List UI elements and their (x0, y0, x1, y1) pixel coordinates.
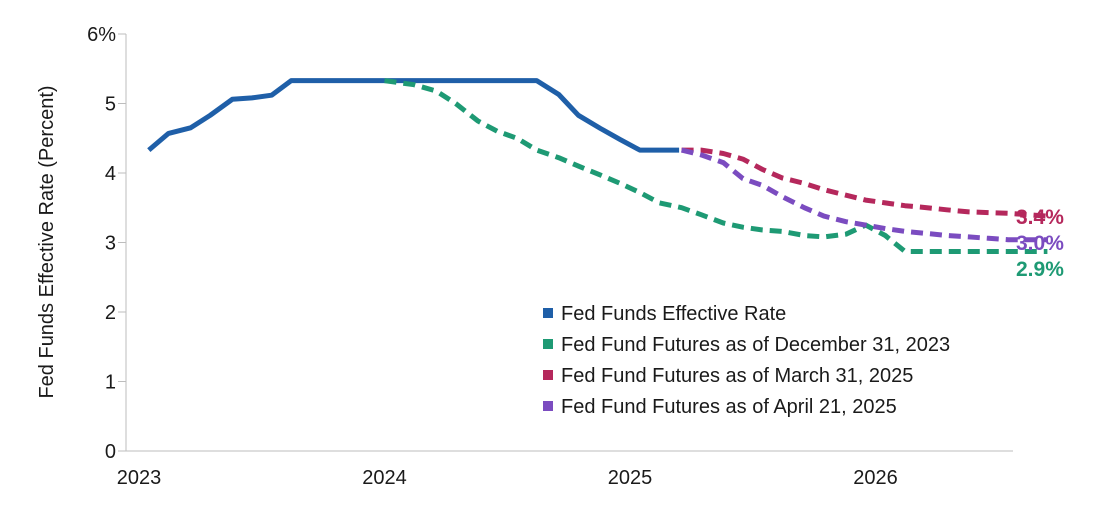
end-label-fed-fund-futures-as-of-december-31-2023: 2.9% (1016, 258, 1064, 281)
y-tick-label: 4 (105, 163, 116, 185)
x-tick-label: 2026 (853, 467, 898, 489)
y-tick-label: 5 (105, 94, 116, 116)
plot-lines (147, 78, 1048, 254)
legend-label-fed-fund-futures-as-of-april-21-2025: Fed Fund Futures as of April 21, 2025 (561, 396, 897, 418)
y-tick-label: 1 (105, 372, 116, 394)
end-labels: 3.4% 3.0% 2.9% (1016, 206, 1064, 281)
legend-label-fed-fund-futures-as-of-march-31-2025: Fed Fund Futures as of March 31, 2025 (561, 365, 913, 387)
series-line-fed-fund-futures-as-of-march-31-2025 (681, 147, 1048, 219)
y-tick-label: 6% (87, 24, 116, 46)
legend-label-fed-fund-futures-as-of-december-31-2023: Fed Fund Futures as of December 31, 2023 (561, 334, 950, 356)
x-tick-label: 2024 (362, 467, 407, 489)
x-tick-label: 2023 (117, 467, 162, 489)
legend-swatch-fed-fund-futures-as-of-december-31-2023 (543, 339, 553, 349)
legend-swatch-fed-funds-effective-rate (543, 308, 553, 318)
y-axis-title: Fed Funds Effective Rate (Percent) (36, 85, 58, 398)
legend-swatch-fed-fund-futures-as-of-april-21-2025 (543, 401, 553, 411)
series-line-fed-funds-effective-rate (147, 78, 680, 153)
x-tick-label: 2025 (608, 467, 653, 489)
legend-label-fed-funds-effective-rate: Fed Funds Effective Rate (561, 303, 786, 325)
y-tick-label: 3 (105, 233, 116, 255)
legend-swatch-fed-fund-futures-as-of-march-31-2025 (543, 370, 553, 380)
end-label-fed-fund-futures-as-of-april-21-2025: 3.0% (1016, 232, 1064, 255)
y-tick-label: 0 (105, 441, 116, 463)
axes: 0 1 2 3 4 5 6% 2023 2024 2025 2026 (87, 24, 1013, 489)
series-line-fed-fund-futures-as-of-april-21-2025 (681, 147, 1048, 243)
end-label-fed-fund-futures-as-of-march-31-2025: 3.4% (1016, 206, 1064, 229)
legend: Fed Funds Effective Rate Fed Fund Futures… (543, 303, 950, 418)
y-tick-label: 2 (105, 302, 116, 324)
series-line-fed-fund-futures-as-of-december-31-2023 (384, 78, 1048, 254)
